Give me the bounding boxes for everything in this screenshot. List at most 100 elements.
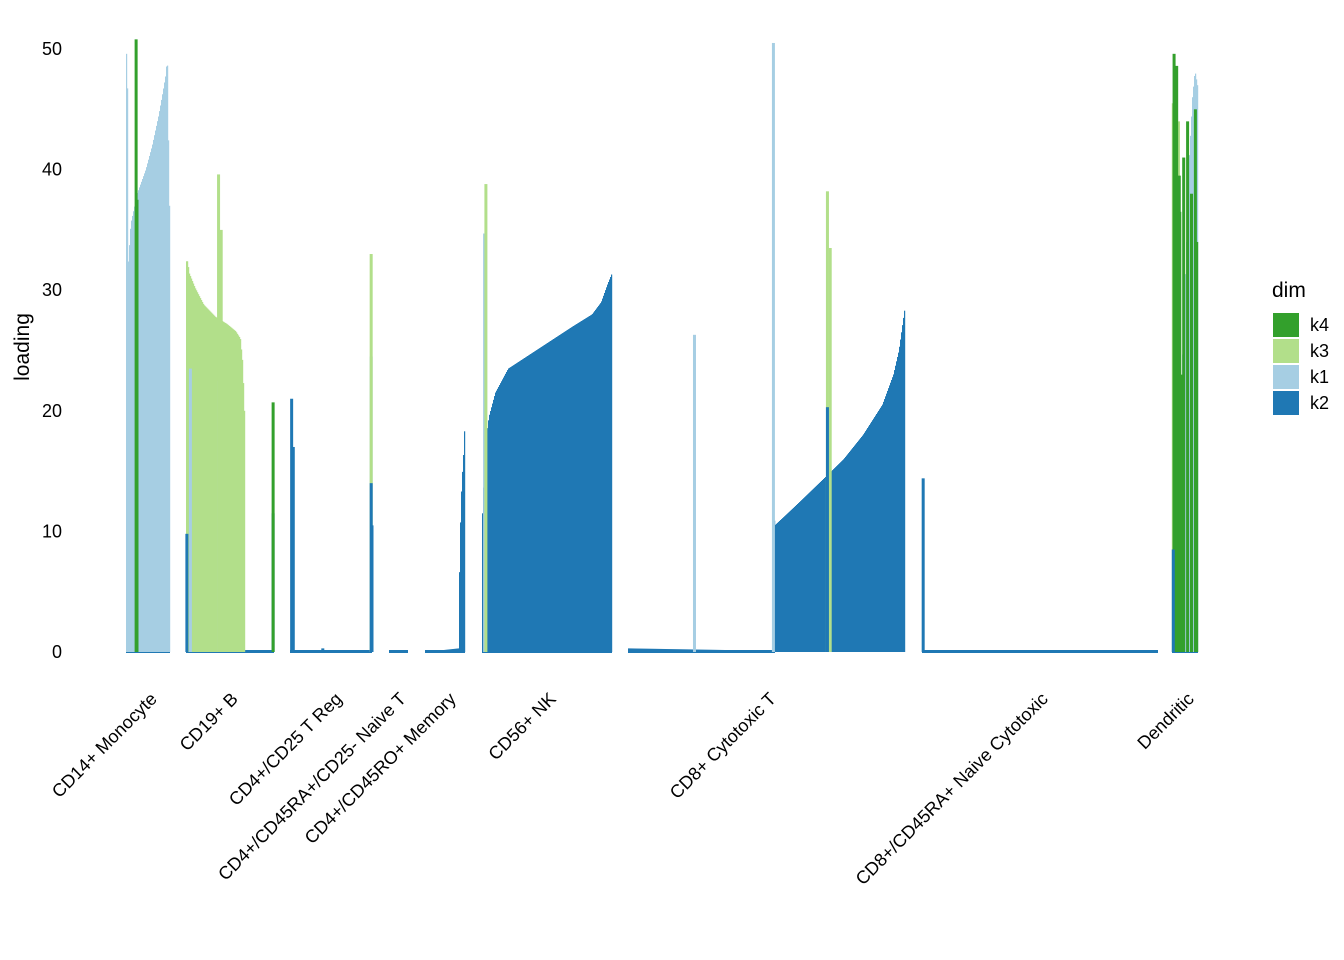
bar-k2 (881, 406, 883, 652)
bar-k2 (666, 649, 668, 652)
bar-k2 (768, 650, 770, 652)
bar-k2 (857, 441, 859, 652)
bar-k2 (808, 493, 810, 652)
bar-k2 (785, 515, 787, 652)
bar-k2 (660, 648, 662, 652)
spikes-k3_spikes-1 (217, 174, 223, 652)
bar-k2 (602, 298, 604, 652)
bar-k2 (787, 513, 789, 652)
bar-k2 (871, 421, 873, 652)
bar-k2 (817, 484, 819, 652)
bar-k2 (844, 458, 846, 652)
bar-k2 (761, 650, 763, 652)
bar-k2_b (825, 407, 829, 652)
bar-k2 (723, 649, 725, 652)
bar-k2 (576, 324, 578, 652)
bar-k1 (148, 159, 150, 652)
bar-k2 (451, 649, 453, 652)
bar-k2 (870, 423, 872, 652)
bar-k3 (206, 307, 208, 652)
bar-k1 (133, 211, 135, 652)
bar-k2 (460, 522, 462, 652)
bar-k2 (891, 379, 893, 652)
bar-k2 (692, 649, 694, 652)
bar-k2 (637, 648, 639, 652)
bar-k2 (512, 365, 514, 652)
bar-k2 (487, 428, 489, 652)
bar-k2 (716, 649, 718, 652)
bar-k2 (532, 352, 534, 652)
bar-k2 (443, 650, 445, 652)
bar-k2 (790, 510, 792, 652)
spikes-k3-5 (484, 184, 488, 652)
bar-k2 (866, 429, 868, 652)
bar-k2 (754, 650, 756, 652)
bar-k2 (776, 523, 778, 652)
bar-k2 (571, 327, 573, 652)
bar-k2 (869, 424, 871, 652)
bar-k2 (825, 477, 827, 652)
spikes-k1-6 (692, 42, 775, 653)
bar-k2 (432, 651, 434, 652)
bar-k4 (1186, 121, 1190, 653)
bar-k2 (592, 313, 594, 652)
bar-k2 (595, 309, 597, 652)
bar-k2 (846, 455, 848, 652)
bar-k2 (659, 648, 661, 652)
bar-k2 (438, 650, 440, 652)
y-tick-label: 50 (42, 39, 62, 59)
bar-k1 (127, 88, 129, 652)
bar-k2 (459, 572, 461, 652)
bar-k2 (584, 319, 586, 652)
bar-k3 (188, 267, 190, 652)
bar-k2 (321, 648, 325, 652)
spikes-k4-0 (134, 39, 139, 653)
bar-k3 (234, 330, 236, 652)
bar-k3 (224, 322, 226, 652)
bar-k2 (822, 479, 824, 652)
bar-k2 (488, 420, 490, 652)
bar-k2 (547, 342, 549, 652)
bar-k2 (877, 412, 879, 652)
bar-k1 (130, 228, 132, 652)
bar-k3 (186, 261, 188, 652)
bar-k2 (433, 651, 435, 652)
bar-k2 (892, 377, 894, 652)
bar-k1 (144, 173, 146, 652)
bar-k2 (783, 517, 785, 652)
bar-k2 (872, 420, 874, 652)
bar-k2 (835, 467, 837, 652)
bar-k2 (586, 317, 588, 652)
bar-k2 (545, 344, 547, 652)
bar-k2 (585, 318, 587, 652)
bar-k2 (531, 353, 533, 652)
bar-k2 (608, 282, 610, 652)
bar-k2 (813, 488, 815, 652)
legend-label-k2: k2 (1310, 393, 1329, 413)
bar-k2 (818, 483, 820, 652)
bar-k2 (816, 485, 818, 652)
x-tick-label: CD14+ Monocyte (48, 689, 161, 802)
bar-k2 (603, 295, 605, 652)
bar-k3 (194, 286, 196, 652)
series-k2-4 (431, 431, 466, 652)
bar-k2 (683, 649, 685, 652)
bar-k2 (733, 650, 735, 652)
bar-k2 (495, 392, 497, 652)
bar-k2 (646, 648, 648, 652)
bar-k2 (572, 326, 574, 652)
bar-k2 (789, 511, 791, 652)
bar-k1 (145, 170, 147, 652)
bar-k2 (565, 331, 567, 652)
bar-k2 (588, 316, 590, 652)
bar-k2 (814, 487, 816, 652)
bar-k2 (640, 648, 642, 652)
bar-k2 (445, 649, 447, 652)
bar-k1 (131, 220, 133, 652)
bar-k2 (529, 354, 531, 652)
bar-k2 (801, 500, 803, 652)
bar-k2 (703, 649, 705, 652)
bar-k2 (535, 350, 537, 652)
bar-k2 (718, 649, 720, 652)
bar-k2 (758, 650, 760, 652)
